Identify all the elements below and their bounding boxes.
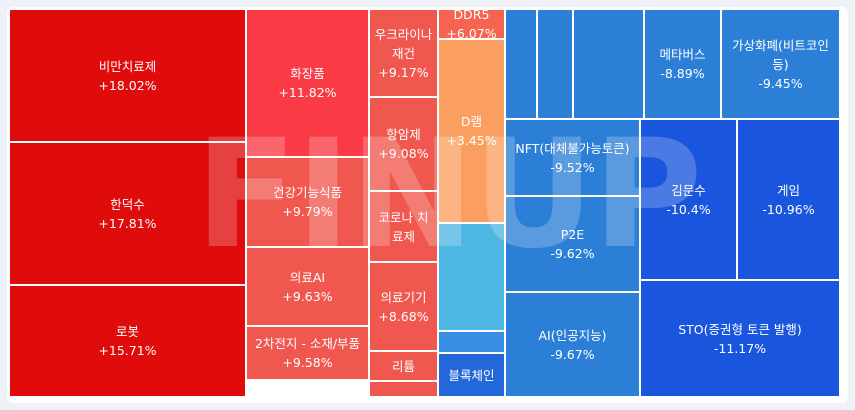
treemap-tile-건강기능식품[interactable]: 건강기능식품 +9.79%: [247, 158, 370, 248]
tile-change: +6.07%: [446, 26, 497, 40]
treemap-tile-ai-인공지능[interactable]: AI(인공지능) -9.67%: [506, 293, 641, 398]
treemap-tile-ddr5[interactable]: DDR5 +6.07%: [439, 10, 506, 40]
tile-change: +9.58%: [282, 355, 333, 370]
tile-change: +8.68%: [378, 308, 429, 324]
tile-name: D램: [460, 114, 483, 129]
treemap-tile-의료기기[interactable]: 의료기기 +8.68%: [370, 263, 439, 352]
tile-name: 의료기기: [380, 289, 427, 305]
treemap-tile-15[interactable]: [439, 224, 506, 332]
tile-change: +9.79%: [282, 204, 333, 219]
treemap-tile-의료ai[interactable]: 의료AI +9.63%: [247, 248, 370, 327]
tile-name: 리튬: [391, 358, 415, 374]
tile-name: 김문수: [671, 182, 706, 198]
treemap-tile-블록체인[interactable]: 블록체인: [439, 354, 506, 398]
tile-name: 화장품: [290, 66, 325, 81]
tile-name: 우크라이나 재건: [374, 26, 433, 61]
tile-name: 한덕수: [110, 196, 145, 212]
tile-name: 의료AI: [289, 269, 326, 285]
tile-change: +11.82%: [278, 85, 337, 100]
treemap-tile-리튬[interactable]: 리튬: [370, 352, 439, 382]
tile-name: 블록체인: [448, 367, 495, 383]
tile-change: +18.02%: [98, 77, 157, 93]
tile-change: -9.45%: [758, 75, 803, 91]
treemap-tile-p2e[interactable]: P2E -9.62%: [506, 197, 641, 293]
treemap-tile-18[interactable]: [506, 10, 538, 120]
treemap-tile-게임[interactable]: 게임 -10.96%: [738, 120, 841, 281]
tile-name: P2E: [560, 227, 585, 242]
treemap-tile-화장품[interactable]: 화장품 +11.82%: [247, 10, 370, 158]
tile-name: AI(인공지능): [538, 327, 607, 343]
tile-change: -9.62%: [550, 246, 595, 261]
treemap-tile-코로나-치료제[interactable]: 코로나 치료제: [370, 192, 439, 263]
tile-name: NFT(대체불가능토큰): [515, 140, 630, 156]
treemap-tile-우크라이나-재건[interactable]: 우크라이나 재건 +9.17%: [370, 10, 439, 98]
tile-change: +3.45%: [446, 133, 497, 148]
tile-name: STO(증권형 토큰 발행): [678, 321, 802, 337]
treemap-tile-가상화폐-비트코인-등[interactable]: 가상화폐(비트코인 등) -9.45%: [722, 10, 841, 120]
treemap-tile-비만치료제[interactable]: 비만치료제 +18.02%: [10, 10, 247, 143]
tile-name: 비만치료제: [98, 58, 157, 74]
tile-name: 게임: [776, 182, 800, 198]
treemap-tile-19[interactable]: [538, 10, 574, 120]
tile-name: 항암제: [386, 127, 421, 142]
treemap-tile-20[interactable]: [574, 10, 645, 120]
treemap-tile-nft-대체불가능토큰[interactable]: NFT(대체불가능토큰) -9.52%: [506, 120, 641, 197]
tile-change: +9.08%: [378, 146, 429, 161]
tile-name: 로봇: [115, 324, 139, 339]
tile-name: DDR5: [453, 10, 490, 22]
treemap-tile-12[interactable]: [370, 382, 439, 398]
treemap-tile-메타버스[interactable]: 메타버스 -8.89%: [645, 10, 722, 120]
tile-change: -10.96%: [762, 201, 815, 217]
treemap-tile-로봇[interactable]: 로봇 +15.71%: [10, 286, 247, 398]
tile-change: +9.17%: [378, 64, 429, 80]
tile-change: -8.89%: [660, 66, 705, 81]
tile-change: -11.17%: [713, 340, 767, 356]
tile-change: +9.63%: [282, 288, 333, 304]
tile-name: 메타버스: [659, 47, 706, 62]
treemap-tile-16[interactable]: [439, 332, 506, 354]
treemap-tile-2차전지-소재-부품[interactable]: 2차전지 - 소재/부품 +9.58%: [247, 327, 370, 381]
tile-name: 코로나 치료제: [378, 209, 429, 244]
treemap-tile-d램[interactable]: D램 +3.45%: [439, 40, 506, 224]
treemap-tile-sto-증권형-토큰-발행[interactable]: STO(증권형 토큰 발행) -11.17%: [641, 281, 841, 398]
tile-change: +15.71%: [98, 343, 157, 358]
tile-name: 2차전지 - 소재/부품: [254, 336, 361, 351]
tile-change: -9.67%: [550, 346, 595, 362]
tile-name: 가상화폐(비트코인 등): [732, 37, 829, 72]
tile-change: -10.4%: [666, 201, 711, 217]
tile-change: -9.52%: [550, 159, 595, 175]
tile-change: +17.81%: [98, 215, 157, 231]
treemap-tile-김문수[interactable]: 김문수 -10.4%: [641, 120, 738, 281]
treemap-tile-항암제[interactable]: 항암제 +9.08%: [370, 98, 439, 192]
tile-name: 건강기능식품: [272, 185, 342, 200]
treemap-tile-한덕수[interactable]: 한덕수 +17.81%: [10, 143, 247, 286]
